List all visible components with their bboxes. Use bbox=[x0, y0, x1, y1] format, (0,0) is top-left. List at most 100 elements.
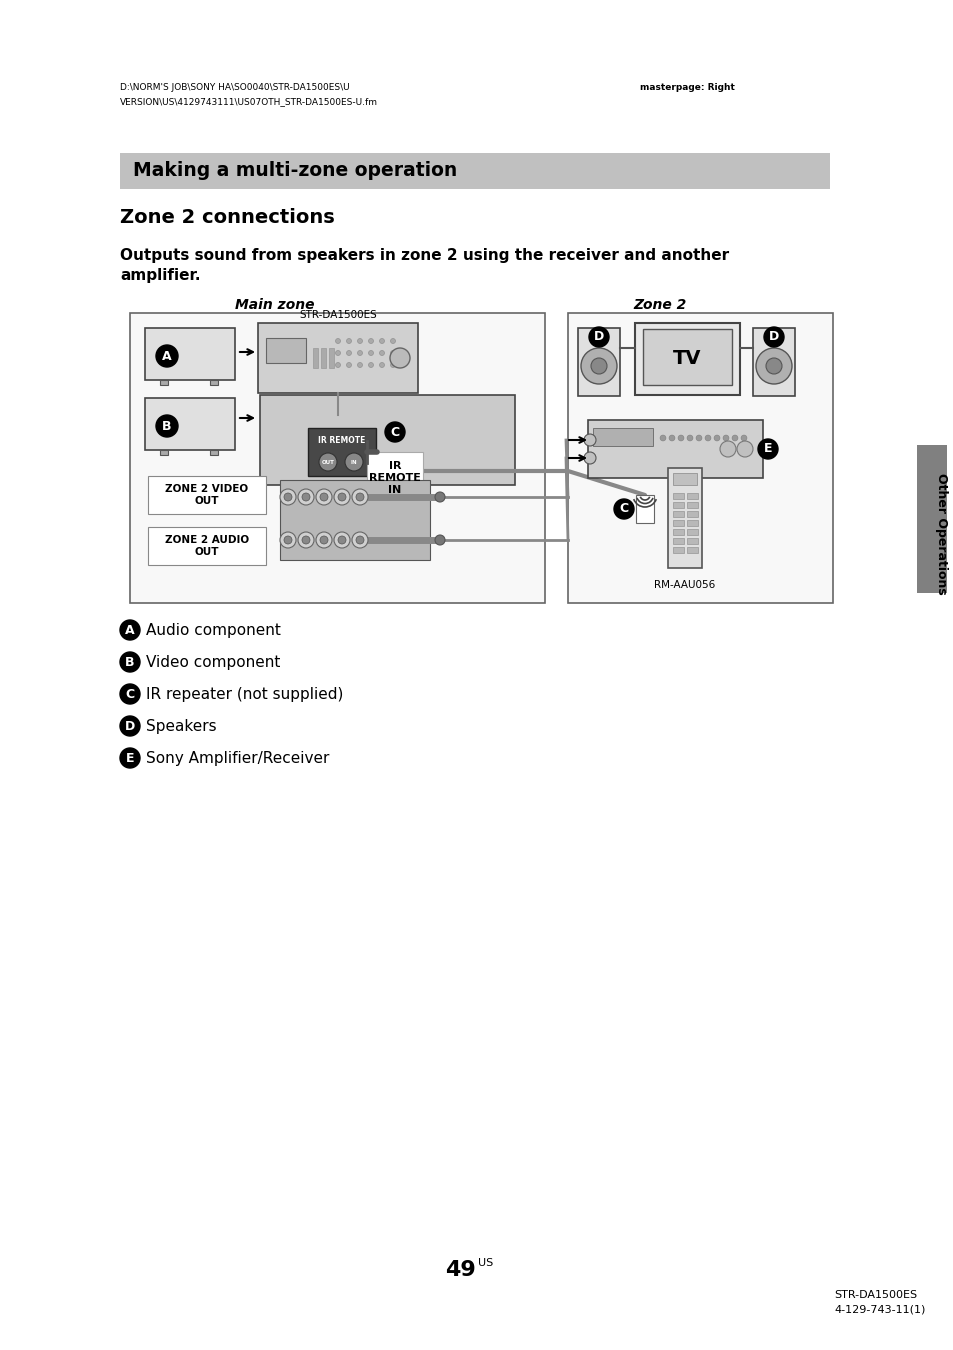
Circle shape bbox=[346, 351, 351, 355]
Circle shape bbox=[337, 493, 346, 501]
Bar bbox=[130, 313, 544, 603]
Circle shape bbox=[755, 348, 791, 383]
Text: STR-DA1500ES: STR-DA1500ES bbox=[299, 310, 376, 320]
Circle shape bbox=[668, 435, 675, 441]
Bar bbox=[686, 512, 698, 517]
Bar bbox=[145, 328, 234, 379]
Text: Speakers: Speakers bbox=[146, 718, 216, 733]
Circle shape bbox=[156, 346, 178, 367]
Bar bbox=[672, 502, 683, 508]
Bar bbox=[367, 452, 422, 504]
Circle shape bbox=[297, 489, 314, 505]
Bar bbox=[672, 529, 683, 535]
Bar bbox=[752, 328, 794, 396]
Circle shape bbox=[346, 339, 351, 343]
Circle shape bbox=[357, 351, 362, 355]
Bar bbox=[160, 379, 168, 385]
Text: B: B bbox=[162, 420, 172, 432]
Circle shape bbox=[435, 535, 444, 545]
Circle shape bbox=[302, 493, 310, 501]
Circle shape bbox=[713, 435, 720, 441]
Bar bbox=[160, 450, 168, 455]
Circle shape bbox=[740, 435, 746, 441]
Bar bbox=[567, 313, 832, 603]
Circle shape bbox=[583, 433, 596, 446]
Circle shape bbox=[704, 435, 710, 441]
Bar bbox=[686, 539, 698, 544]
Text: C: C bbox=[125, 687, 134, 701]
Text: Zone 2 connections: Zone 2 connections bbox=[120, 208, 335, 227]
Text: TV: TV bbox=[673, 350, 701, 369]
Circle shape bbox=[280, 489, 295, 505]
Circle shape bbox=[385, 423, 405, 441]
Bar bbox=[308, 428, 375, 477]
Circle shape bbox=[319, 493, 328, 501]
Text: Audio component: Audio component bbox=[146, 622, 280, 637]
Text: E: E bbox=[763, 443, 771, 455]
Bar bbox=[280, 481, 430, 560]
Circle shape bbox=[345, 454, 363, 471]
Text: amplifier.: amplifier. bbox=[120, 269, 200, 284]
Text: Other Operations: Other Operations bbox=[935, 474, 947, 595]
Bar bbox=[145, 398, 234, 450]
Circle shape bbox=[334, 489, 350, 505]
Circle shape bbox=[368, 363, 374, 367]
Text: D: D bbox=[768, 331, 779, 343]
Text: masterpage: Right: masterpage: Right bbox=[639, 82, 734, 92]
Text: Main zone: Main zone bbox=[235, 298, 314, 312]
Text: B: B bbox=[125, 656, 134, 668]
Text: IR
REMOTE
IN: IR REMOTE IN bbox=[369, 460, 420, 495]
Bar bbox=[635, 323, 740, 396]
Circle shape bbox=[302, 536, 310, 544]
Bar bbox=[313, 348, 317, 369]
Circle shape bbox=[315, 532, 332, 548]
Bar bbox=[578, 328, 619, 396]
Circle shape bbox=[368, 339, 374, 343]
Text: IN: IN bbox=[351, 459, 357, 464]
Circle shape bbox=[686, 435, 692, 441]
Circle shape bbox=[352, 532, 368, 548]
Bar bbox=[320, 348, 326, 369]
Circle shape bbox=[580, 348, 617, 383]
Bar bbox=[672, 539, 683, 544]
Circle shape bbox=[284, 493, 292, 501]
Circle shape bbox=[379, 339, 384, 343]
Circle shape bbox=[120, 652, 140, 672]
Text: RM-AAU056: RM-AAU056 bbox=[654, 580, 715, 590]
Circle shape bbox=[335, 351, 340, 355]
Bar bbox=[587, 420, 762, 478]
Text: D:\NORM'S JOB\SONY HA\SO0040\STR-DA1500ES\U: D:\NORM'S JOB\SONY HA\SO0040\STR-DA1500E… bbox=[120, 82, 349, 92]
Circle shape bbox=[379, 363, 384, 367]
Bar bbox=[593, 428, 652, 446]
Text: STR-DA1500ES: STR-DA1500ES bbox=[833, 1291, 916, 1300]
Text: IR repeater (not supplied): IR repeater (not supplied) bbox=[146, 687, 343, 702]
Bar bbox=[686, 547, 698, 553]
Circle shape bbox=[346, 363, 351, 367]
Circle shape bbox=[390, 363, 395, 367]
Bar bbox=[257, 323, 417, 393]
Text: Zone 2: Zone 2 bbox=[633, 298, 686, 312]
Circle shape bbox=[722, 435, 728, 441]
Circle shape bbox=[120, 716, 140, 736]
Bar bbox=[672, 547, 683, 553]
Circle shape bbox=[357, 339, 362, 343]
Circle shape bbox=[720, 441, 735, 458]
Circle shape bbox=[390, 348, 410, 369]
Text: Outputs sound from speakers in zone 2 using the receiver and another: Outputs sound from speakers in zone 2 us… bbox=[120, 248, 728, 263]
Bar bbox=[686, 493, 698, 500]
Circle shape bbox=[614, 500, 634, 518]
Bar bbox=[672, 512, 683, 517]
Circle shape bbox=[390, 351, 395, 355]
Bar bbox=[686, 502, 698, 508]
Bar bbox=[686, 529, 698, 535]
Bar bbox=[642, 329, 731, 385]
Circle shape bbox=[368, 351, 374, 355]
Text: IR REMOTE: IR REMOTE bbox=[318, 436, 365, 446]
Bar bbox=[672, 472, 697, 485]
Circle shape bbox=[678, 435, 683, 441]
Circle shape bbox=[659, 435, 665, 441]
Circle shape bbox=[156, 414, 178, 437]
Circle shape bbox=[297, 532, 314, 548]
Circle shape bbox=[357, 363, 362, 367]
Bar bbox=[672, 493, 683, 500]
